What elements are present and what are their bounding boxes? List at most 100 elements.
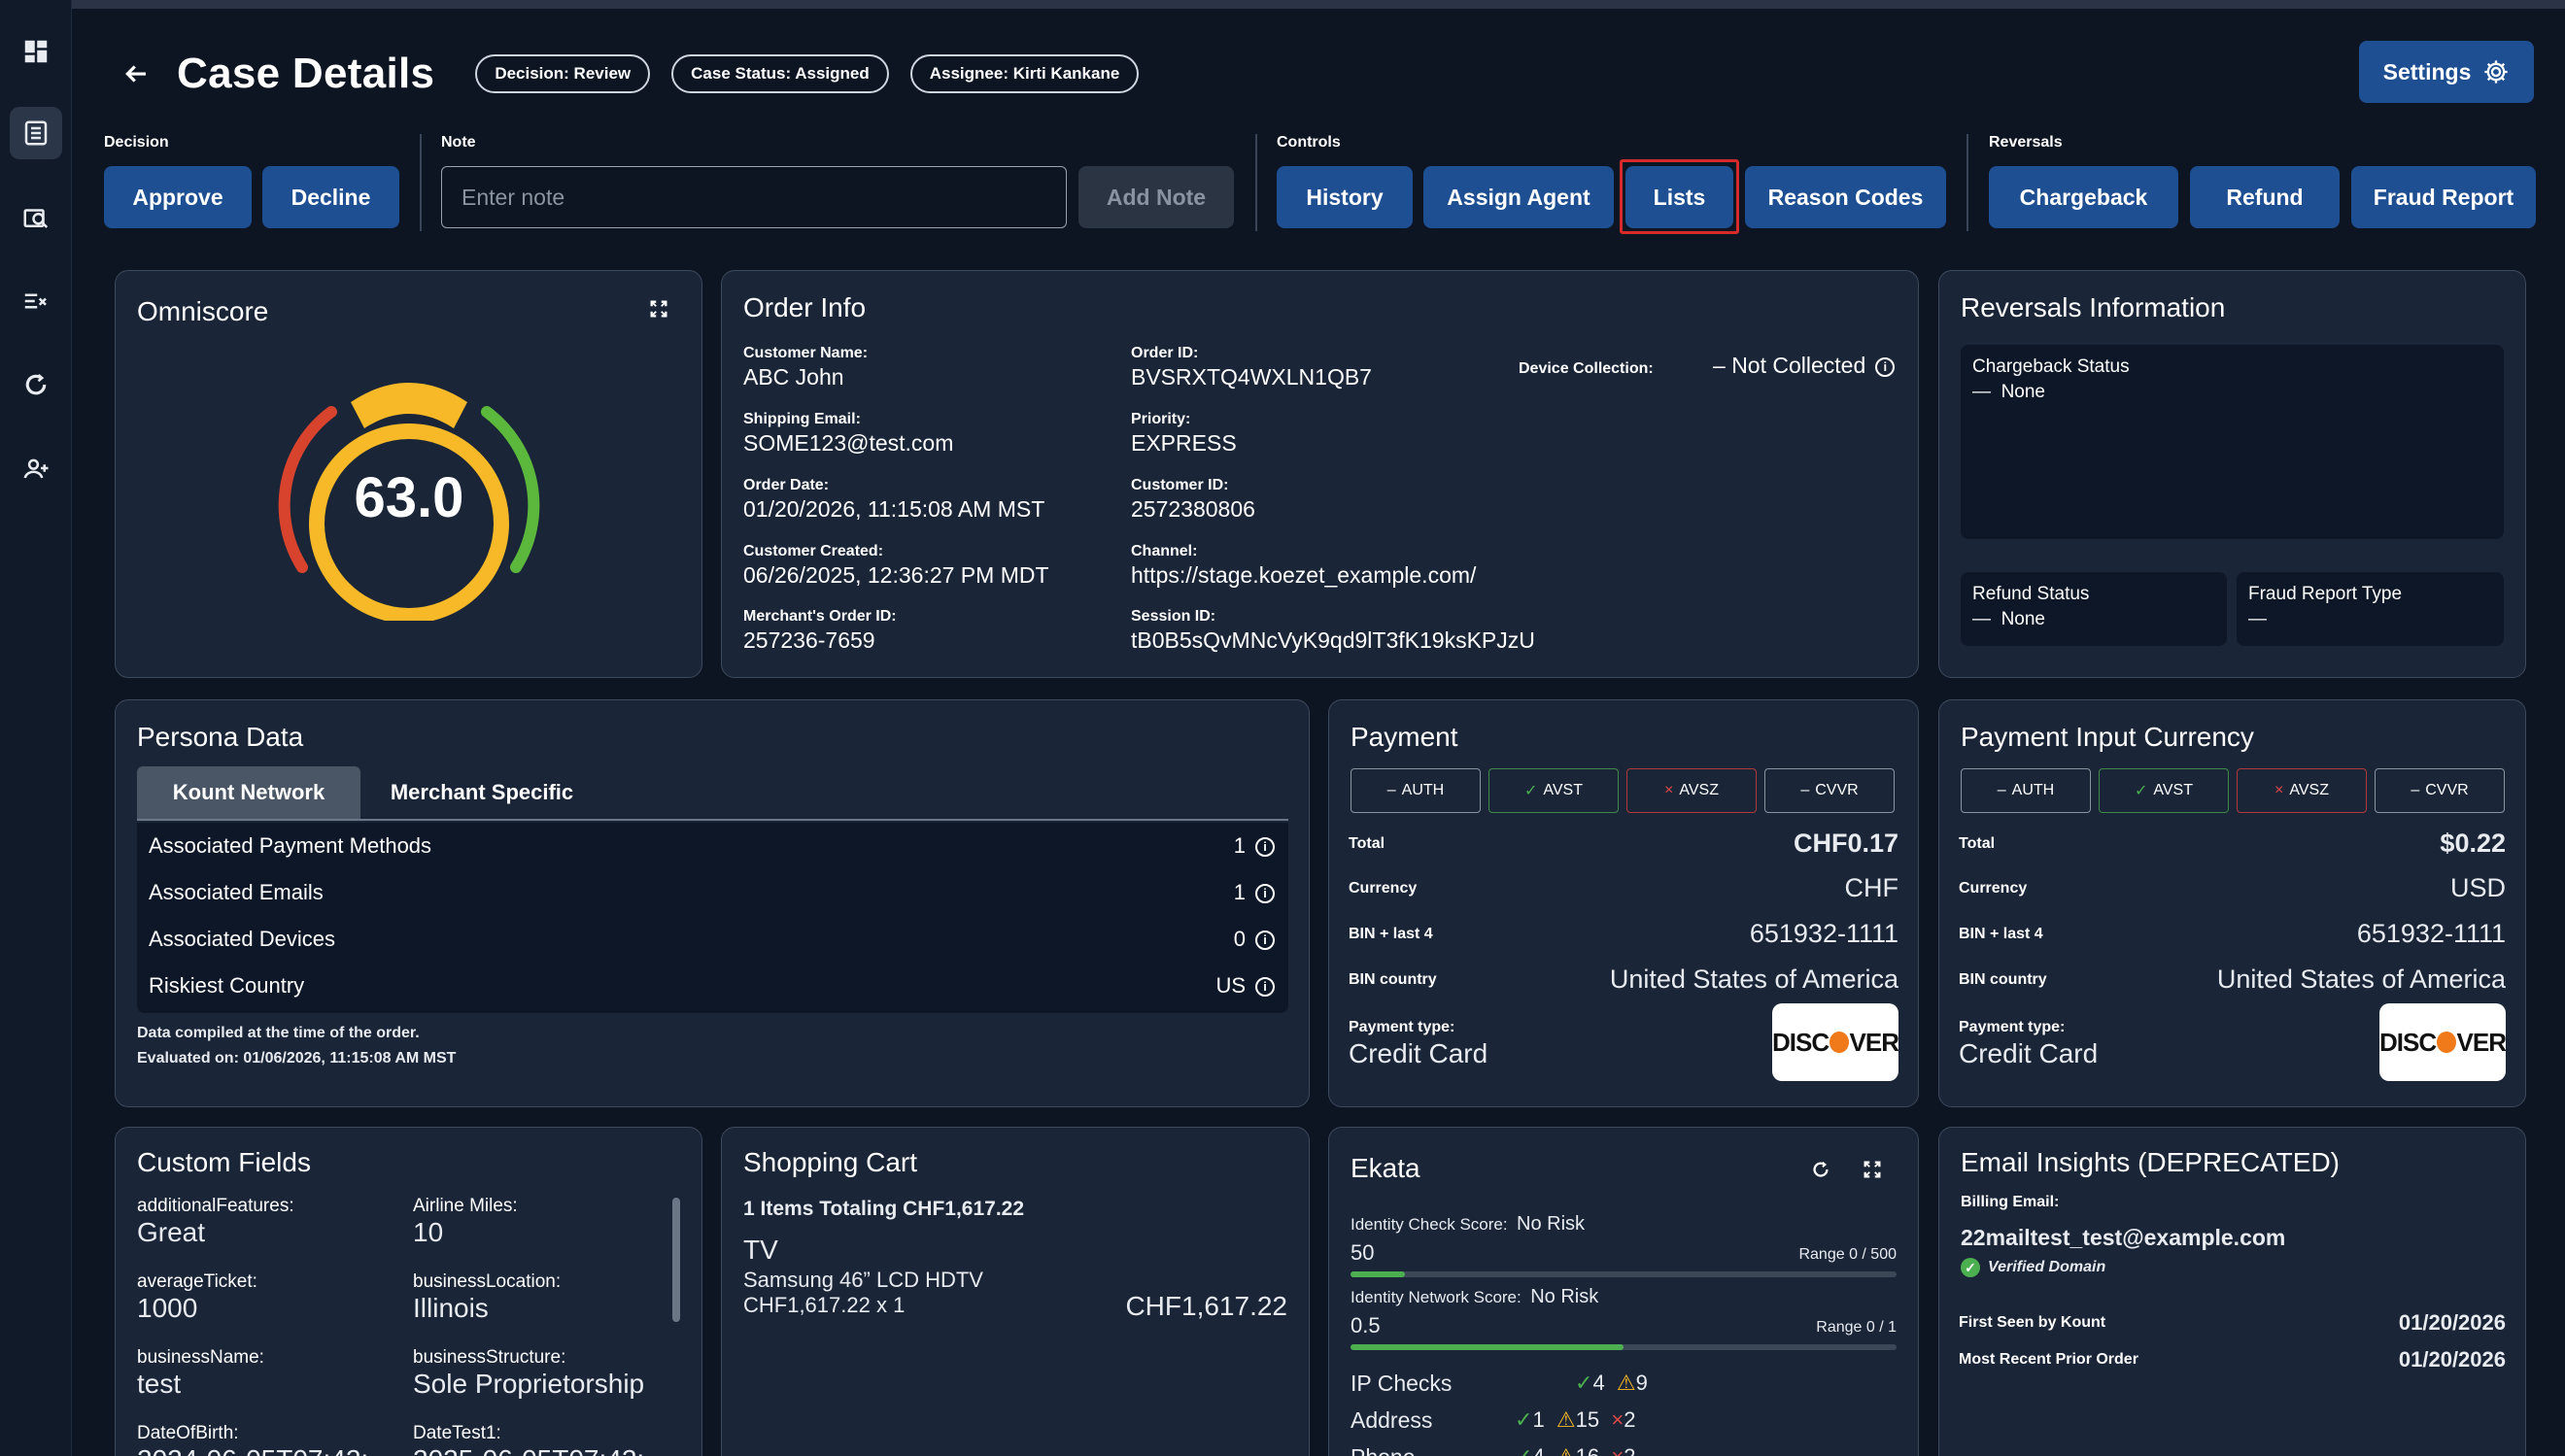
refresh-icon[interactable] [10, 358, 62, 411]
identity-check-score: 50 [1351, 1240, 1375, 1265]
payment-type-label: Payment type: [1349, 1019, 1455, 1035]
warn-count: 15 [1575, 1407, 1600, 1432]
info-icon[interactable]: i [1875, 356, 1896, 377]
cvvr-check: – CVVR [2375, 768, 2505, 813]
refresh-icon[interactable] [1810, 1159, 1831, 1185]
persona-title: Persona Data [137, 722, 304, 752]
chargeback-status-label: Chargeback Status [1972, 356, 2130, 377]
custom-field-value: 10 [413, 1217, 444, 1247]
info-icon[interactable]: i [1255, 931, 1275, 951]
custom-field-value: 2024-06-05T07:42: [137, 1444, 368, 1456]
note-label: Note [441, 134, 476, 151]
ok-count: 4 [1532, 1444, 1544, 1456]
identity-network-score: 0.5 [1351, 1313, 1381, 1337]
order-date-value: 01/20/2026, 11:15:08 AM MST [743, 496, 1045, 522]
payment-input-title: Payment Input Currency [1961, 722, 2254, 752]
assignee-pill: Assignee: Kirti Kankane [909, 54, 1140, 93]
custom-field-label: businessLocation: [413, 1271, 562, 1292]
persona-row-label: Associated Emails [149, 880, 324, 904]
identity-check-bar [1351, 1271, 1897, 1277]
payment-total-row: Total $0.22 [1959, 829, 2506, 859]
payment-bin-country-row: BIN country United States of America [1349, 965, 1898, 995]
persona-table [137, 823, 1288, 1013]
address-checks-label: Address [1351, 1407, 1433, 1433]
rules-icon[interactable] [10, 275, 62, 327]
dashboard-icon[interactable] [10, 25, 62, 78]
bad-count: 2 [1624, 1444, 1635, 1456]
scrollbar-thumb[interactable] [672, 1198, 680, 1322]
info-icon[interactable]: i [1255, 977, 1275, 998]
billing-email-value: 22mailtest_test@example.com [1961, 1225, 2286, 1250]
persona-row-value: 1 [1233, 880, 1246, 904]
billing-email-label: Billing Email: [1961, 1194, 2060, 1210]
cart-item-name: TV [743, 1235, 778, 1265]
fraud-report-type-label: Fraud Report Type [2248, 584, 2403, 604]
bin-country-label: BIN country [1959, 970, 2047, 988]
gear-icon [2484, 60, 2509, 84]
settings-button[interactable]: Settings [2359, 41, 2534, 103]
omniscore-panel: Omniscore 63.0 [115, 270, 702, 678]
custom-field-label: averageTicket: [137, 1271, 257, 1292]
customer-name-value: ABC John [743, 364, 844, 389]
custom-field-value: 1000 [137, 1293, 198, 1323]
back-arrow-icon[interactable] [117, 54, 155, 93]
search-case-icon[interactable] [10, 191, 62, 244]
expand-icon[interactable] [1862, 1159, 1883, 1185]
session-id-value: tB0B5sQvMNcVyK9qd9lT3fK19ksKPJzU [1131, 627, 1535, 653]
approve-button[interactable]: Approve [104, 166, 252, 228]
users-icon[interactable] [10, 442, 62, 494]
reason-codes-button[interactable]: Reason Codes [1745, 166, 1946, 228]
note-input[interactable] [441, 166, 1067, 228]
decline-button[interactable]: Decline [262, 166, 399, 228]
payment-type-value: Credit Card [1959, 1038, 2099, 1068]
refund-status-label: Refund Status [1972, 584, 2090, 604]
lists-button[interactable]: Lists [1625, 166, 1733, 228]
email-insights-panel: Email Insights (DEPRECATED) Billing Emai… [1938, 1127, 2526, 1456]
persona-data-panel: Persona Data Kount Network Merchant Spec… [115, 699, 1310, 1107]
info-icon[interactable]: i [1255, 884, 1275, 904]
auth-check: – AUTH [1351, 768, 1481, 813]
first-seen-row: First Seen by Kount 01/20/2026 [1959, 1310, 2506, 1336]
warn-count: 16 [1576, 1444, 1599, 1456]
customer-created-value: 06/26/2025, 12:36:27 PM MDT [743, 562, 1049, 588]
chargeback-button[interactable]: Chargeback [1989, 166, 2178, 228]
assign-agent-button[interactable]: Assign Agent [1423, 166, 1614, 228]
channel-link[interactable]: https://stage.koezet_example.com/ [1131, 562, 1477, 588]
custom-fields-title: Custom Fields [137, 1147, 311, 1177]
history-button[interactable]: History [1277, 166, 1413, 228]
bin-country-value: United States of America [2216, 965, 2506, 994]
reversals-title: Reversals Information [1961, 292, 2226, 322]
cart-summary: 1 Items Totaling CHF1,617.22 [743, 1198, 1025, 1220]
tab-kount-network[interactable]: Kount Network [137, 766, 360, 819]
identity-network-bar [1351, 1344, 1897, 1350]
check-circle-icon: ✓ [1961, 1258, 1980, 1277]
fraud-report-button[interactable]: Fraud Report [2351, 166, 2536, 228]
order-id-label: Order ID: [1131, 345, 1199, 361]
cases-list-icon[interactable] [10, 107, 62, 159]
refund-status-box: Refund Status — None [1961, 572, 2227, 646]
divider [1255, 134, 1257, 231]
cart-item-quantity: CHF1,617.22 x 1 [743, 1293, 906, 1317]
phone-checks-label: Phone [1351, 1444, 1416, 1456]
info-icon[interactable]: i [1255, 837, 1275, 858]
custom-field-label: businessStructure: [413, 1347, 566, 1368]
refund-button[interactable]: Refund [2190, 166, 2340, 228]
total-value: CHF0.17 [1793, 829, 1898, 858]
identity-check-row: Identity Check Score: No Risk [1351, 1213, 1585, 1236]
custom-field-value: test [137, 1369, 182, 1399]
tab-merchant-specific[interactable]: Merchant Specific [390, 780, 574, 804]
custom-field-label: businessName: [137, 1347, 264, 1368]
fraud-report-type-value: — [2248, 609, 2267, 629]
currency-label: Currency [1349, 879, 1418, 897]
merchant-order-id-label: Merchant's Order ID: [743, 608, 897, 625]
channel-label: Channel: [1131, 543, 1198, 559]
payment-currency-row: Currency USD [1959, 873, 2506, 903]
add-note-button[interactable]: Add Note [1078, 166, 1234, 228]
custom-field-value: Sole Proprietorship [413, 1369, 645, 1399]
chargeback-status-value: — None [1972, 382, 2045, 402]
expand-icon[interactable] [648, 298, 669, 324]
cart-item-total: CHF1,617.22 [1125, 1291, 1287, 1321]
payment-type-value: Credit Card [1349, 1038, 1488, 1068]
check-label: AVST [1543, 782, 1583, 798]
check-label: AVSZ [2289, 782, 2329, 798]
